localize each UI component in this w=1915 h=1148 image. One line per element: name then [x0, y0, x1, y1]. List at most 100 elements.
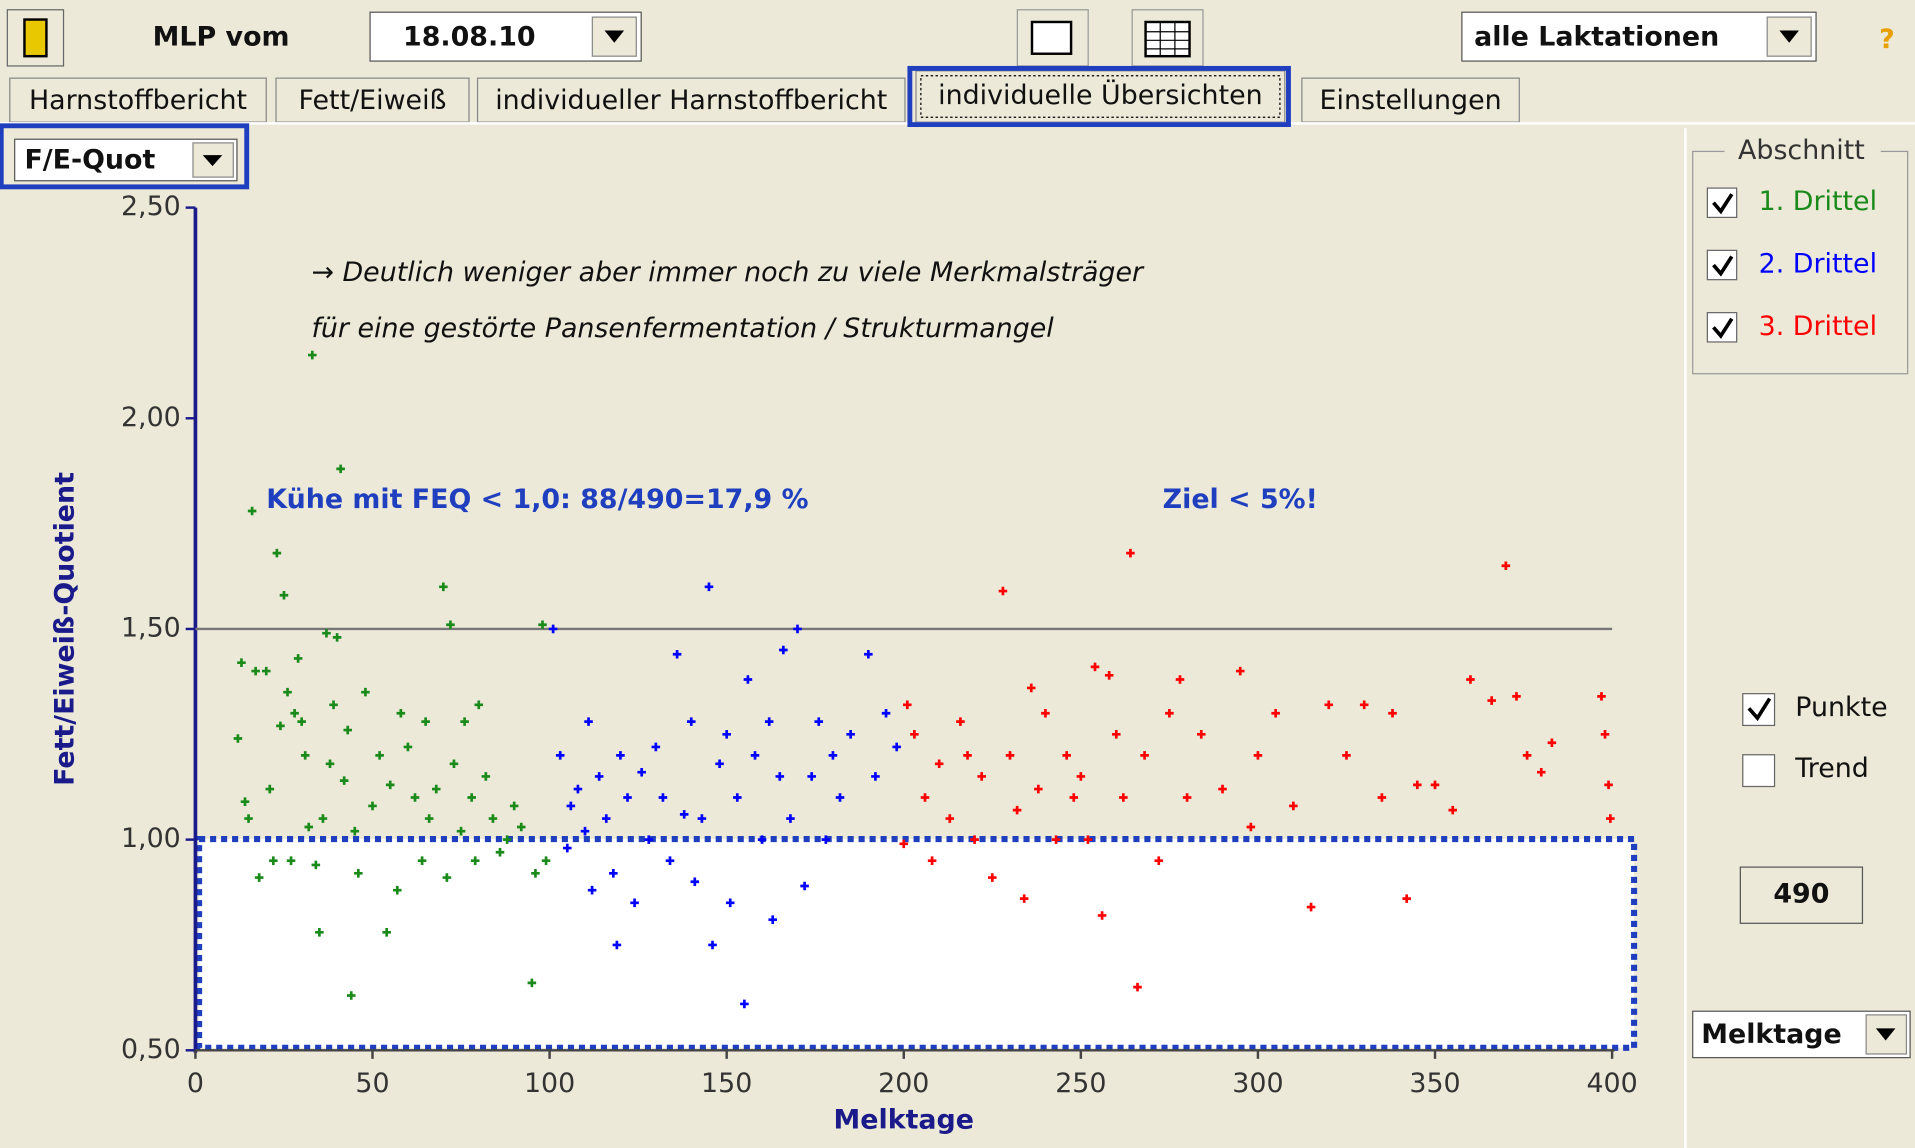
data-point	[1246, 822, 1256, 832]
tab[interactable]	[476, 77, 906, 123]
data-point	[658, 793, 668, 802]
data-point	[393, 885, 402, 895]
data-point	[963, 751, 972, 760]
data-point	[573, 784, 583, 794]
y-tick-label: 1,00	[121, 823, 181, 854]
tab[interactable]	[9, 77, 267, 123]
data-point	[276, 721, 285, 731]
data-point	[956, 717, 965, 726]
data-point	[1083, 835, 1093, 844]
data-point	[1289, 801, 1298, 811]
dropdown-arrow	[604, 30, 625, 43]
data-point	[446, 620, 455, 630]
data-point	[481, 772, 491, 781]
data-point	[651, 742, 661, 752]
data-point	[1600, 730, 1610, 739]
data-point	[290, 708, 299, 718]
checkbox[interactable]	[1742, 754, 1776, 788]
data-point	[977, 772, 986, 781]
checkmark	[1712, 255, 1734, 277]
data-point	[293, 654, 303, 663]
data-point	[686, 717, 696, 726]
checkmark	[1712, 317, 1734, 339]
data-point	[269, 856, 278, 865]
data-point	[509, 801, 519, 811]
data-point	[594, 772, 604, 781]
legend: 1. Drittel 2. Drittel 3. Drittel	[1706, 186, 1877, 343]
data-point	[272, 548, 282, 558]
data-point	[329, 700, 338, 710]
data-point	[315, 928, 324, 937]
data-point	[1133, 982, 1142, 992]
checkbox[interactable]	[1706, 312, 1738, 343]
data-point	[630, 898, 639, 908]
data-point	[1062, 751, 1071, 760]
data-point	[1402, 894, 1411, 903]
data-point	[439, 582, 448, 592]
data-point	[1012, 805, 1022, 815]
group-title: Abschnitt	[1738, 135, 1865, 166]
tab[interactable]	[275, 77, 470, 123]
data-point	[1359, 700, 1369, 710]
data-point	[247, 506, 257, 516]
data-point	[1090, 662, 1100, 672]
x-tick-label: 350	[1409, 1068, 1460, 1099]
highlight-box	[0, 123, 250, 190]
data-point	[431, 784, 441, 794]
x-tick-label: 400	[1586, 1068, 1637, 1099]
data-point	[580, 826, 590, 836]
data-point	[899, 839, 909, 849]
data-point	[531, 869, 540, 878]
data-point	[835, 793, 845, 802]
lactation-dropdown[interactable]	[1461, 11, 1817, 62]
data-point	[1253, 751, 1263, 760]
low-region-box	[196, 835, 1638, 1051]
data-point	[927, 856, 937, 865]
data-point	[793, 624, 802, 634]
tab-label: Einstellungen	[1320, 85, 1502, 116]
y-tick-label: 1,50	[121, 612, 181, 643]
data-point	[1154, 856, 1164, 865]
data-point	[1019, 894, 1029, 903]
data-point	[1606, 814, 1615, 823]
toolbar-label: MLP vom	[153, 21, 290, 52]
data-point	[538, 620, 547, 630]
data-point	[403, 742, 413, 752]
data-point	[881, 708, 891, 718]
data-point	[945, 814, 955, 823]
print-icon	[1030, 20, 1073, 55]
tab-bar: Harnstoffbericht Fett/Eiweiß individueller…	[9, 70, 1520, 123]
data-point	[1547, 738, 1557, 747]
data-point	[1026, 683, 1036, 693]
data-point	[846, 730, 855, 739]
data-point	[768, 915, 777, 924]
tab-label: Harnstoffbericht	[29, 85, 247, 116]
checkbox[interactable]	[1706, 187, 1738, 218]
y-tick-label: 2,00	[121, 402, 181, 433]
data-point	[616, 751, 625, 760]
help-button[interactable]	[1853, 9, 1915, 66]
data-point	[1597, 692, 1606, 701]
lactation-value: alle Laktationen	[1474, 21, 1719, 52]
data-point	[541, 856, 551, 865]
data-point	[910, 730, 919, 739]
data-point	[449, 759, 459, 769]
tab[interactable]	[1301, 77, 1520, 123]
data-point	[1005, 751, 1015, 760]
data-point	[244, 814, 253, 823]
tab[interactable]	[915, 70, 1286, 123]
data-point	[354, 869, 363, 878]
data-point	[325, 759, 335, 769]
data-point	[988, 873, 997, 882]
checkbox[interactable]	[1706, 249, 1738, 281]
date-value: 18.08.10	[403, 21, 536, 52]
data-point	[1097, 911, 1107, 920]
data-point	[584, 717, 593, 726]
data-point	[764, 717, 774, 726]
y-tick-label: 0,50	[121, 1034, 181, 1065]
data-point	[800, 881, 809, 891]
data-point	[1034, 784, 1043, 794]
data-point	[563, 843, 572, 853]
